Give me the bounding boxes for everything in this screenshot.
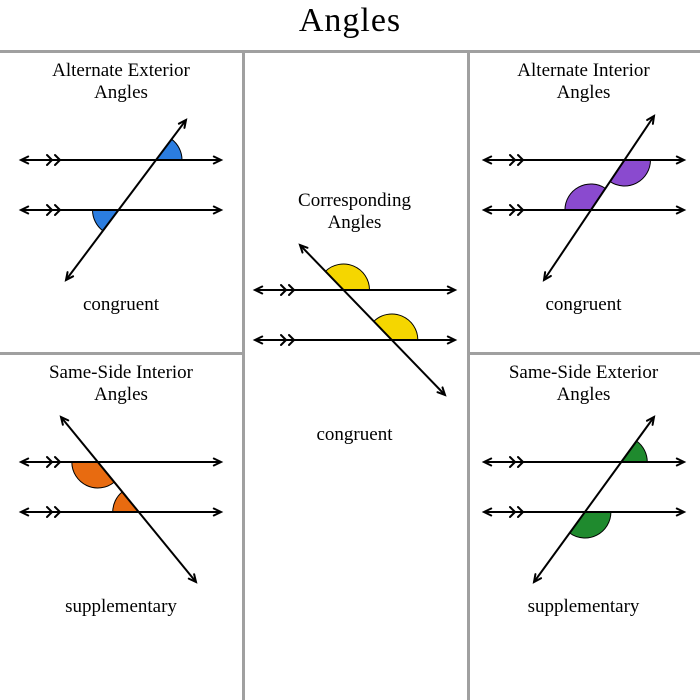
panel-note: congruent [467,294,700,316]
panel-note: congruent [242,424,467,446]
panel-title: Same-Side Exterior Angles [467,362,700,406]
panel-same-side-interior: Same-Side Interior Angles supplementary [0,352,242,700]
diagram [0,110,242,290]
diagram [242,240,467,420]
panel-same-side-exterior: Same-Side Exterior Angles supplementary [467,352,700,700]
diagram [467,110,700,290]
page-title: Angles [0,0,700,50]
panel-title: Alternate Exterior Angles [0,60,242,104]
grid: Alternate Exterior Angles congruent Alte… [0,50,700,700]
panel-note: congruent [0,294,242,316]
diagram [0,412,242,592]
panel-note: supplementary [467,596,700,618]
panel-title: Corresponding Angles [242,190,467,234]
panel-alternate-interior: Alternate Interior Angles congruent [467,50,700,352]
panel-title: Alternate Interior Angles [467,60,700,104]
panel-note: supplementary [0,596,242,618]
panel-title: Same-Side Interior Angles [0,362,242,406]
panel-corresponding: Corresponding Angles congruent [242,180,467,500]
diagram [467,412,700,592]
panel-alternate-exterior: Alternate Exterior Angles congruent [0,50,242,352]
